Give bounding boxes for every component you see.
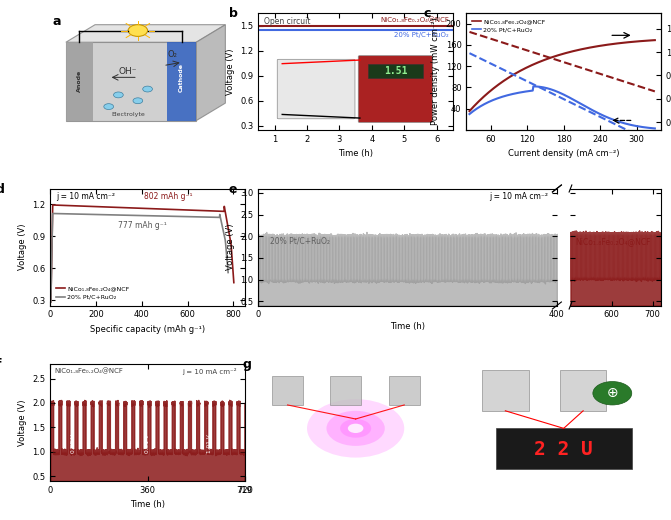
Text: OH⁻: OH⁻ [119, 67, 138, 76]
Circle shape [133, 98, 143, 103]
Y-axis label: Voltage (V): Voltage (V) [225, 48, 235, 95]
Text: 0.91 V: 0.91 V [145, 434, 150, 453]
Text: 2 2 U: 2 2 U [534, 440, 593, 459]
Bar [496, 428, 632, 470]
X-axis label: Time (h): Time (h) [130, 500, 165, 510]
Text: Anode: Anode [77, 70, 82, 92]
Text: f: f [0, 358, 1, 371]
Y-axis label: Power density (mW cm⁻²): Power density (mW cm⁻²) [431, 18, 440, 125]
Text: 20% Pt/C+RuO₂: 20% Pt/C+RuO₂ [395, 32, 449, 38]
Text: j = 10 mA cm⁻²: j = 10 mA cm⁻² [56, 192, 115, 201]
Text: j = 10 mA cm⁻²: j = 10 mA cm⁻² [183, 368, 238, 374]
Bar [330, 375, 362, 405]
Circle shape [113, 92, 123, 98]
Polygon shape [66, 42, 93, 121]
Text: Electrolyte: Electrolyte [111, 112, 145, 118]
Legend: NiCo₁.₈Fe₀.₂O₄@NCF, 20% Pt/C+RuO₂: NiCo₁.₈Fe₀.₂O₄@NCF, 20% Pt/C+RuO₂ [470, 16, 548, 35]
X-axis label: Time (h): Time (h) [338, 149, 373, 159]
Bar [272, 375, 303, 405]
X-axis label: Specific capacity (mAh g⁻¹): Specific capacity (mAh g⁻¹) [90, 325, 205, 334]
Text: b: b [229, 7, 238, 20]
Circle shape [143, 86, 152, 92]
Y-axis label: Voltage (V): Voltage (V) [17, 224, 27, 270]
Circle shape [128, 24, 148, 36]
Text: NiCo₁.₈Fe₀.₂O₄@NCF: NiCo₁.₈Fe₀.₂O₄@NCF [575, 237, 650, 245]
Polygon shape [66, 42, 196, 121]
Text: 1.01 V: 1.01 V [207, 434, 212, 453]
Text: NiCo₁.₈Fe₀.₂O₄@NCF: NiCo₁.₈Fe₀.₂O₄@NCF [380, 17, 449, 23]
Circle shape [307, 399, 404, 458]
Bar [482, 370, 529, 411]
Y-axis label: Voltage (V): Voltage (V) [225, 224, 235, 270]
Legend: NiCo₁.₈Fe₀.₂O₄@NCF, 20% Pt/C+RuO₂: NiCo₁.₈Fe₀.₂O₄@NCF, 20% Pt/C+RuO₂ [54, 283, 132, 302]
Text: a: a [52, 15, 61, 28]
Polygon shape [167, 42, 196, 121]
Text: d: d [0, 183, 5, 196]
Text: 20% Pt/C+RuO₂: 20% Pt/C+RuO₂ [270, 237, 330, 245]
X-axis label: Current density (mA cm⁻²): Current density (mA cm⁻²) [508, 149, 619, 159]
Circle shape [340, 419, 371, 438]
Text: 777 mAh g⁻¹: 777 mAh g⁻¹ [118, 222, 167, 230]
Y-axis label: Voltage (V): Voltage (V) [18, 399, 27, 446]
Text: Open circuit: Open circuit [264, 17, 311, 25]
Text: ⊕: ⊕ [607, 386, 618, 400]
Text: j = 10 mA cm⁻²: j = 10 mA cm⁻² [489, 192, 548, 201]
Bar [560, 370, 607, 411]
Bar [389, 375, 420, 405]
Text: c: c [423, 7, 431, 20]
Polygon shape [66, 24, 225, 42]
Text: Cathode: Cathode [179, 63, 184, 92]
Text: g: g [243, 358, 252, 371]
Polygon shape [196, 24, 225, 121]
Circle shape [104, 103, 113, 110]
Text: 0.98 V: 0.98 V [71, 434, 76, 453]
Text: O₂: O₂ [168, 50, 178, 59]
Text: 802 mAh g⁻¹: 802 mAh g⁻¹ [144, 192, 192, 201]
Text: e: e [229, 183, 237, 196]
X-axis label: Time (h): Time (h) [390, 322, 425, 331]
Circle shape [593, 382, 632, 405]
Circle shape [327, 411, 384, 446]
Circle shape [348, 424, 364, 433]
Text: NiCo₁.₈Fe₀.₂O₄@NCF: NiCo₁.₈Fe₀.₂O₄@NCF [54, 368, 123, 374]
